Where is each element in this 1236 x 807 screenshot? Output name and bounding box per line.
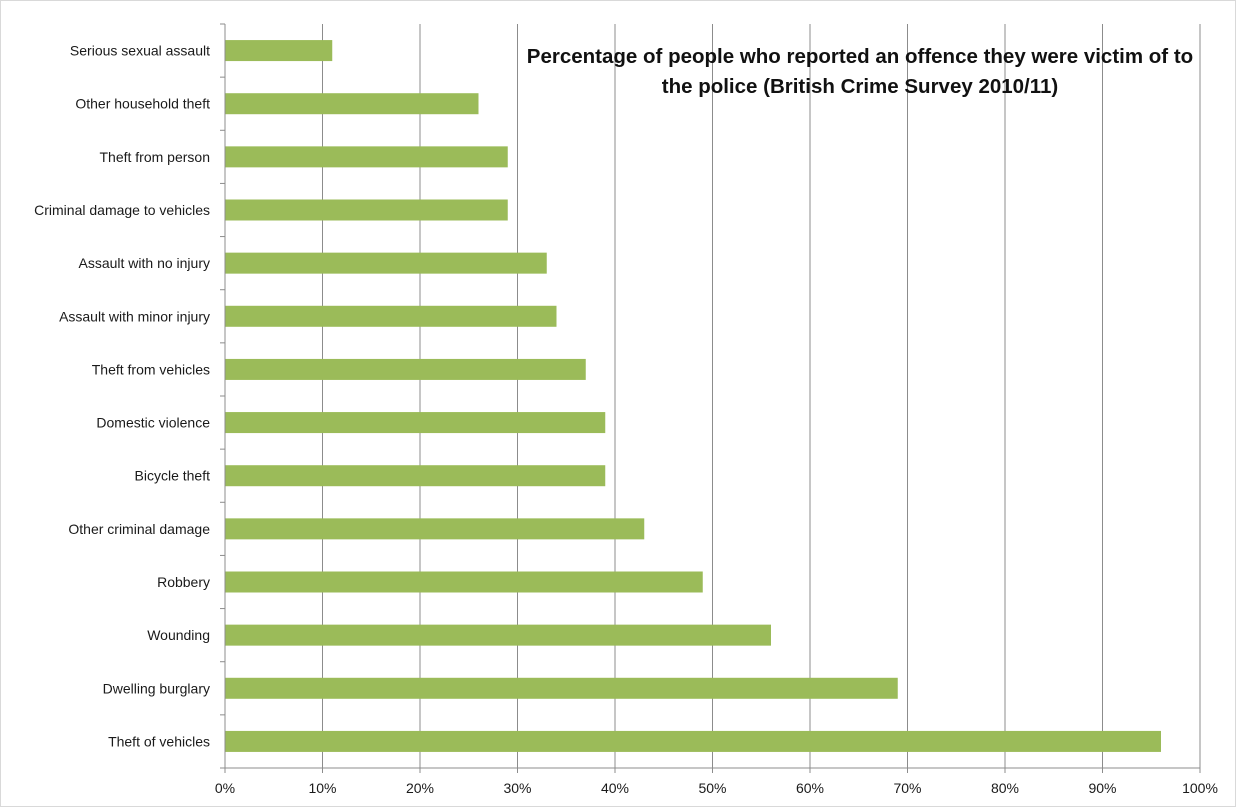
bar [225,624,771,646]
category-label: Serious sexual assault [70,43,210,59]
category-label: Assault with no injury [78,255,210,271]
bar [225,358,586,380]
bars [225,40,1161,752]
category-label: Other criminal damage [68,521,210,537]
x-tick-label: 0% [215,780,235,796]
bar [225,730,1161,752]
category-label: Wounding [147,627,210,643]
x-tick-label: 30% [503,780,531,796]
x-tick-label: 20% [406,780,434,796]
bar [225,518,645,540]
category-label: Bicycle theft [135,468,211,484]
x-tick-labels: 0% 10% 20% 30% 40% 50% 60% 70% 80% 90% 100% [215,780,1218,796]
bar [225,571,703,593]
grid-lines [322,24,1201,768]
x-tick-label: 100% [1182,780,1218,796]
x-tick-label: 10% [308,780,336,796]
axes [220,23,1201,773]
bar [225,146,508,168]
bar [225,199,508,221]
category-labels: Serious sexual assault Other household th… [34,43,210,750]
x-tick-label: 70% [893,780,921,796]
x-tick-label: 90% [1088,780,1116,796]
x-tick-label: 50% [698,780,726,796]
bar [225,412,606,434]
category-label: Robbery [157,574,210,590]
category-label: Theft from vehicles [92,361,210,377]
bar [225,40,333,62]
category-label: Dwelling burglary [103,680,210,696]
bar [225,93,479,115]
category-label: Criminal damage to vehicles [34,202,210,218]
bar [225,305,557,327]
x-tick-label: 60% [796,780,824,796]
category-label: Other household theft [75,96,210,112]
bar [225,252,547,274]
category-label: Assault with minor injury [59,308,210,324]
category-label: Domestic violence [96,415,210,431]
category-label: Theft from person [100,149,211,165]
bar [225,677,898,699]
x-tick-label: 80% [991,780,1019,796]
category-label: Theft of vehicles [108,733,210,749]
chart-title: Percentage of people who reported an off… [526,45,1194,98]
bar [225,465,606,487]
x-tick-label: 40% [601,780,629,796]
